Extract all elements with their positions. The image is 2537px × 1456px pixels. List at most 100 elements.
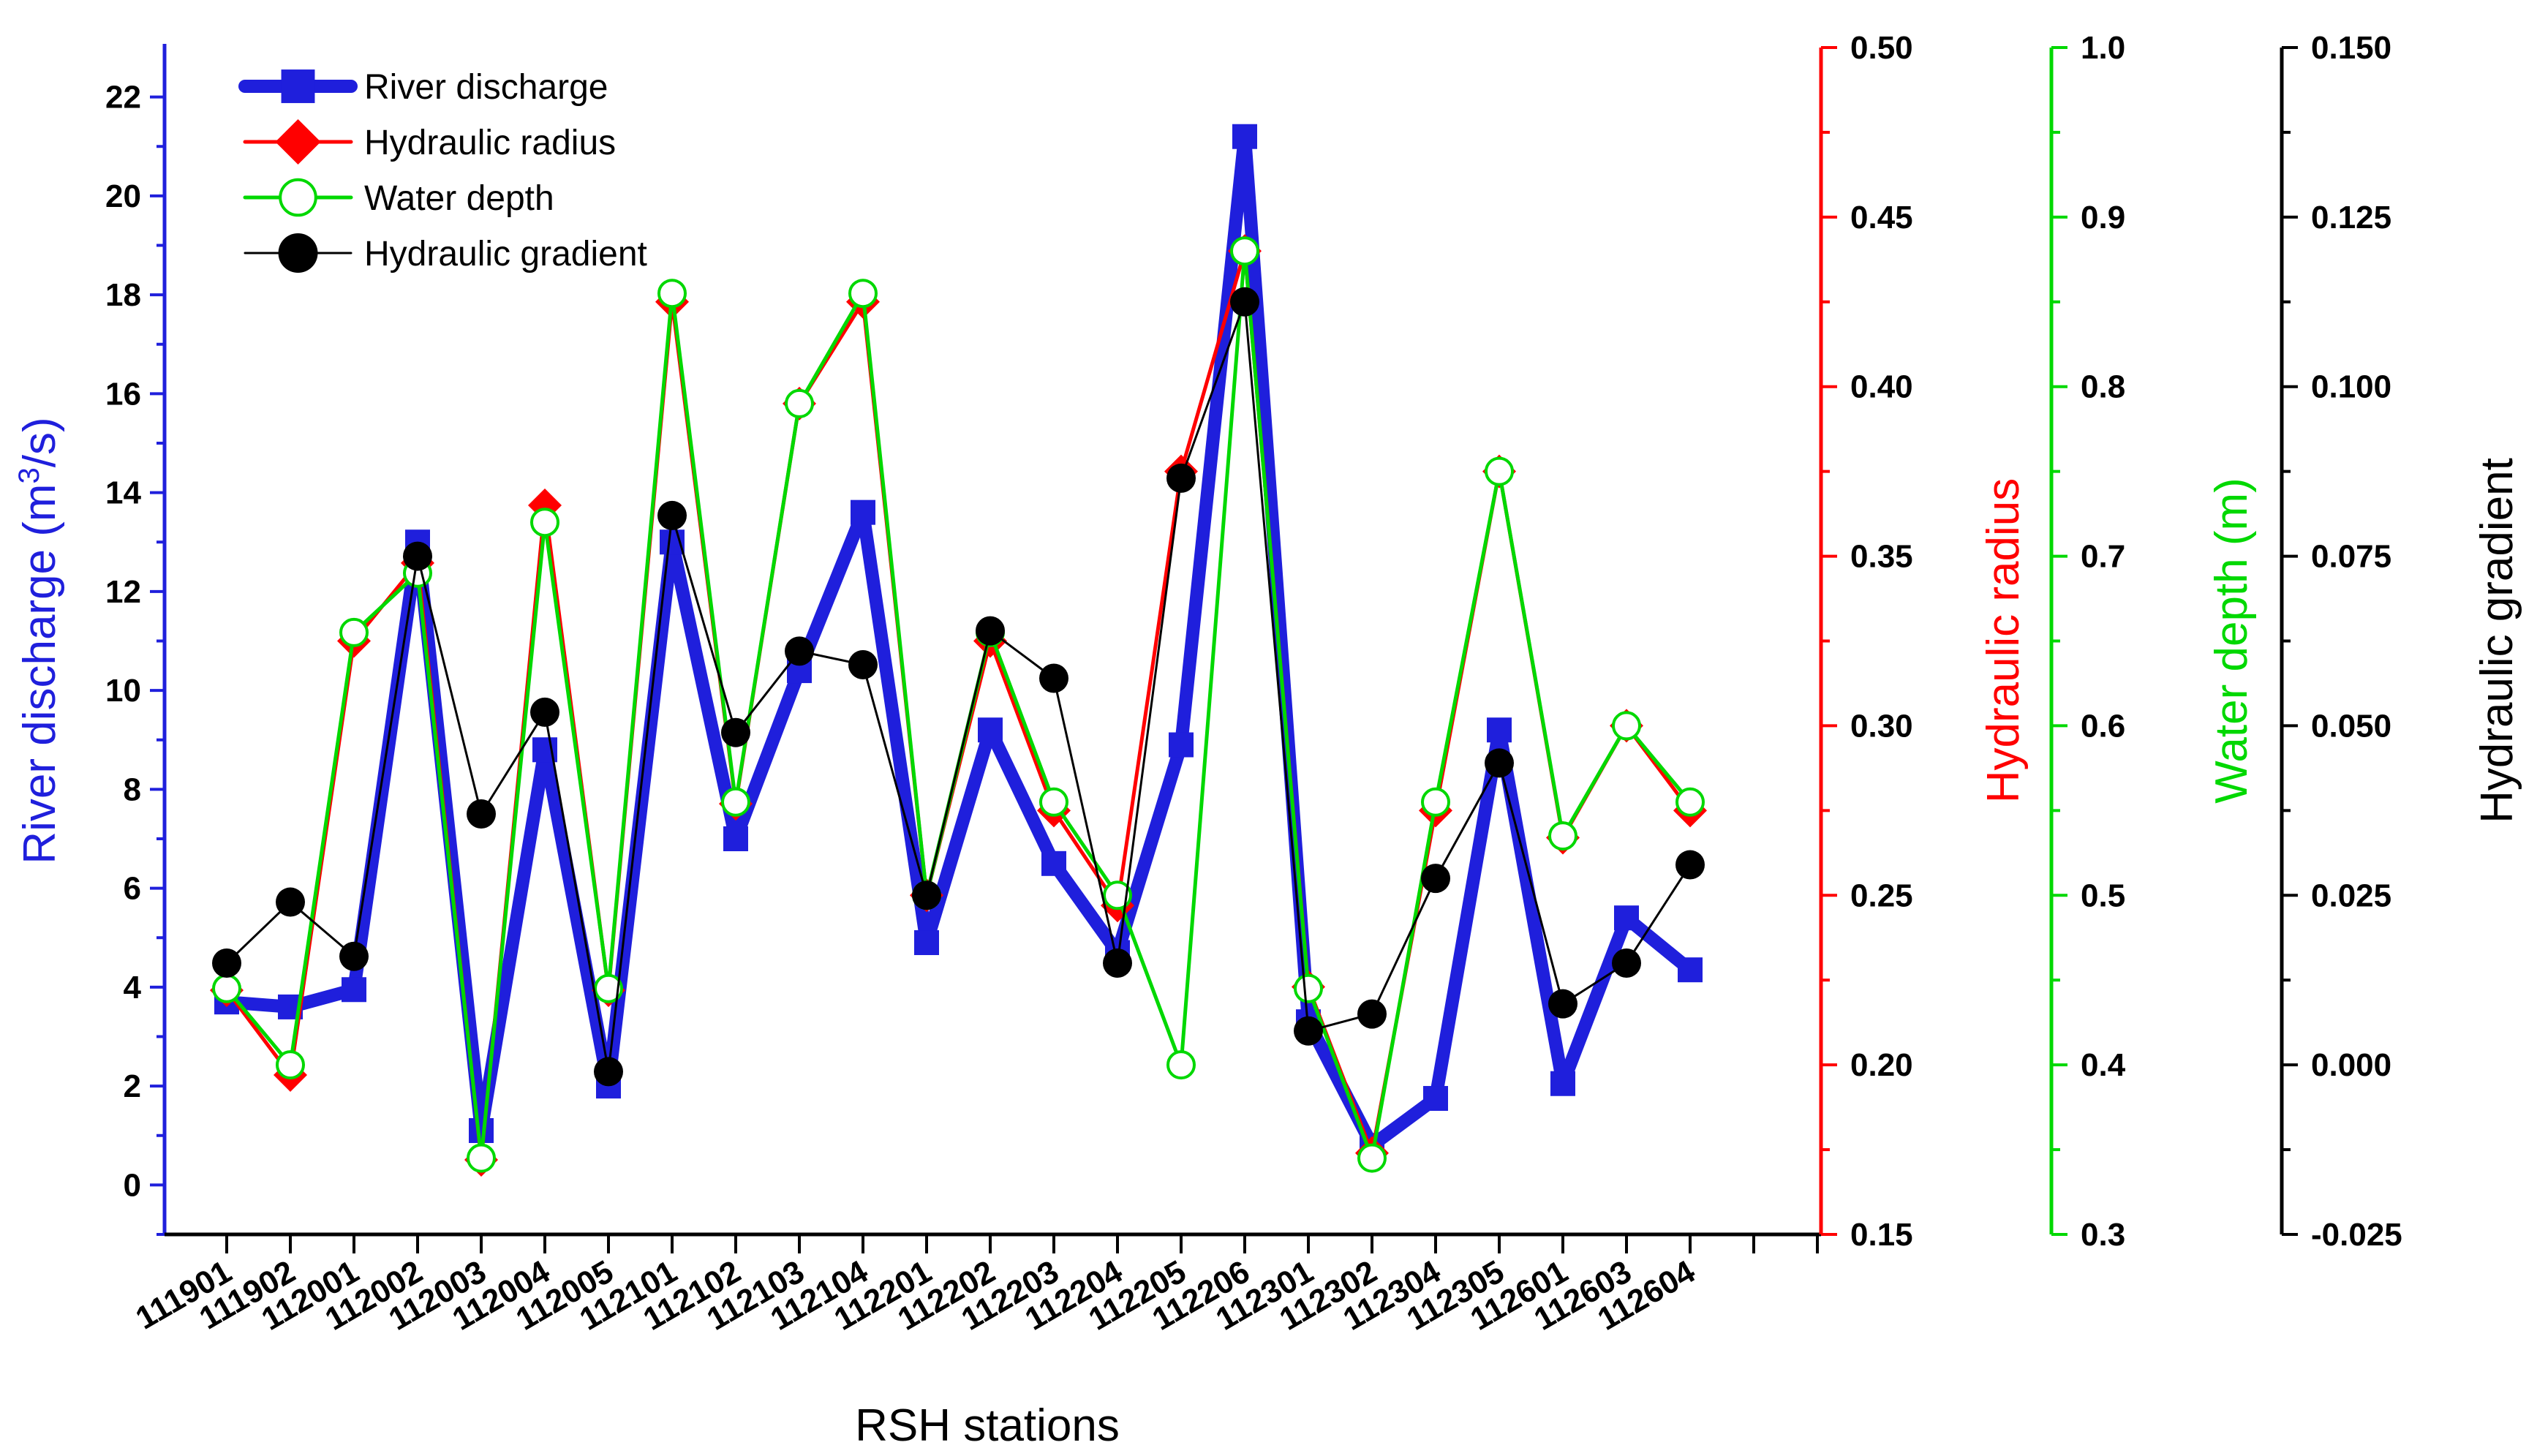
series-line-hydraulic-radius [225,249,1692,1162]
x-axis-title: RSH stations [855,1400,1120,1451]
data-point-water-depth [594,973,623,1003]
y-tick-label-depth: 0.4 [2081,1047,2126,1083]
data-point-hydraulic-gradient [1357,999,1387,1029]
y-axis-title-discharge-main: River discharge (m [15,483,65,864]
data-point-hydraulic-gradient [976,616,1005,646]
y-tick-label-discharge: 6 [124,871,141,907]
y-tick-label-depth: 0.9 [2081,200,2125,235]
y-tick-label-discharge: 2 [124,1068,141,1104]
data-point-river-discharge [851,499,875,525]
data-point-hydraulic-gradient [212,948,241,978]
y-tick-label-discharge: 16 [105,376,141,412]
data-point-hydraulic-gradient [1675,850,1705,880]
y-tick-label-gradient: 0.000 [2311,1047,2391,1083]
data-point-hydraulic-gradient [1103,948,1132,978]
y-tick-label-discharge: 18 [105,277,141,313]
data-point-hydraulic-gradient [1421,864,1450,894]
series-line-water-depth [225,249,1692,1161]
y-tick-label-radius: 0.15 [1850,1217,1913,1253]
data-point-water-depth [721,787,750,817]
data-point-hydraulic-gradient [1166,463,1196,493]
data-point-hydraulic-gradient [848,649,878,679]
data-point-hydraulic-gradient [530,697,559,727]
y-tick-label-depth: 0.5 [2081,878,2125,913]
y-axis-title-discharge: River discharge (m3/s) [13,417,65,864]
data-point-river-discharge [914,930,939,956]
y-tick-label-gradient: 0.025 [2311,878,2391,913]
data-point-hydraulic-gradient [912,880,941,910]
series-layer [210,124,1707,1177]
y-tick-label-gradient: 0.100 [2311,369,2391,405]
y-tick-label-radius: 0.40 [1850,369,1913,405]
y-axis-title-discharge-tail: /s) [15,417,65,467]
legend-marker-hydraulic-radius [275,118,321,165]
legend-marker-hydraulic-gradient [278,233,318,273]
y-axis-title-depth: Water depth (m) [2206,478,2257,804]
data-point-hydraulic-gradient [594,1057,623,1087]
data-point-hydraulic-gradient [1548,989,1577,1019]
y-tick-label-discharge: 4 [124,970,142,1006]
y-tick-label-depth: 0.3 [2081,1217,2125,1253]
y-tick-label-depth: 0.7 [2081,539,2125,575]
data-point-river-discharge [1614,905,1639,931]
y-tick-label-radius: 0.25 [1850,878,1913,913]
y-tick-label-gradient: 0.125 [2311,200,2391,235]
data-point-river-discharge [469,1117,494,1143]
data-point-hydraulic-gradient [467,799,496,829]
axes-layer: 0 2 4 6 8 10 12 14 16 18 20 22 River discharge (m3/s… [13,30,2522,1338]
data-point-water-depth [1612,711,1641,741]
data-point-hydraulic-gradient [1294,1016,1323,1046]
legend-label-hydraulic-radius: Hydraulic radius [364,124,616,162]
legend: River discharge Hydraulic radius Water dep… [238,68,647,274]
data-point-river-discharge [1169,732,1194,758]
y-tick-label-radius: 0.50 [1850,30,1913,66]
data-point-water-depth [1103,880,1132,910]
data-point-river-discharge [1041,850,1066,876]
data-point-water-depth [1294,973,1323,1003]
data-point-hydraulic-gradient [1039,663,1068,693]
data-point-water-depth [276,1050,305,1080]
y-tick-label-depth: 1.0 [2081,30,2125,66]
data-point-hydraulic-gradient [276,887,305,917]
data-point-water-depth [785,388,814,418]
data-point-water-depth [212,973,241,1003]
data-point-hydraulic-gradient [1485,748,1514,778]
series-line-river-discharge [220,129,1697,1153]
data-point-hydraulic-gradient [721,717,750,747]
legend-marker-river-discharge [281,69,315,103]
legend-label-hydraulic-gradient: Hydraulic gradient [364,235,647,274]
y-tick-label-radius: 0.20 [1850,1047,1913,1083]
y-tick-label-gradient: -0.025 [2311,1217,2402,1253]
data-point-river-discharge [342,977,366,1003]
y-tick-label-gradient: 0.075 [2311,539,2391,575]
data-point-water-depth [339,617,369,647]
data-point-water-depth [657,279,687,309]
data-point-water-depth [1675,787,1705,817]
data-point-hydraulic-gradient [339,941,369,971]
data-point-water-depth [530,508,559,537]
legend-marker-water-depth [279,178,317,217]
series-line-hydraulic-gradient [225,301,1692,1073]
y-tick-label-radius: 0.45 [1850,200,1913,235]
data-point-river-discharge [1550,1071,1575,1096]
data-point-hydraulic-gradient [657,500,687,530]
y-tick-label-gradient: 0.150 [2311,30,2391,66]
y-tick-label-depth: 0.6 [2081,708,2125,744]
data-point-river-discharge [1423,1086,1448,1112]
data-point-hydraulic-gradient [1612,948,1641,978]
data-point-water-depth [1230,236,1259,266]
data-point-water-depth [1485,456,1514,486]
data-point-hydraulic-gradient [1230,287,1259,317]
data-point-river-discharge [978,717,1003,743]
y-tick-label-radius: 0.35 [1850,539,1913,575]
legend-label-river-discharge: River discharge [364,68,608,107]
data-point-hydraulic-gradient [403,541,432,571]
y-axis-title-radius: Hydraulic radius [1978,478,2029,804]
data-point-water-depth [848,279,878,309]
y-axis-title-gradient: Hydraulic gradient [2472,458,2522,823]
y-tick-label-discharge: 14 [105,475,141,511]
data-point-river-discharge [1487,717,1512,743]
data-point-water-depth [1421,787,1450,817]
data-point-water-depth [1357,1143,1387,1173]
